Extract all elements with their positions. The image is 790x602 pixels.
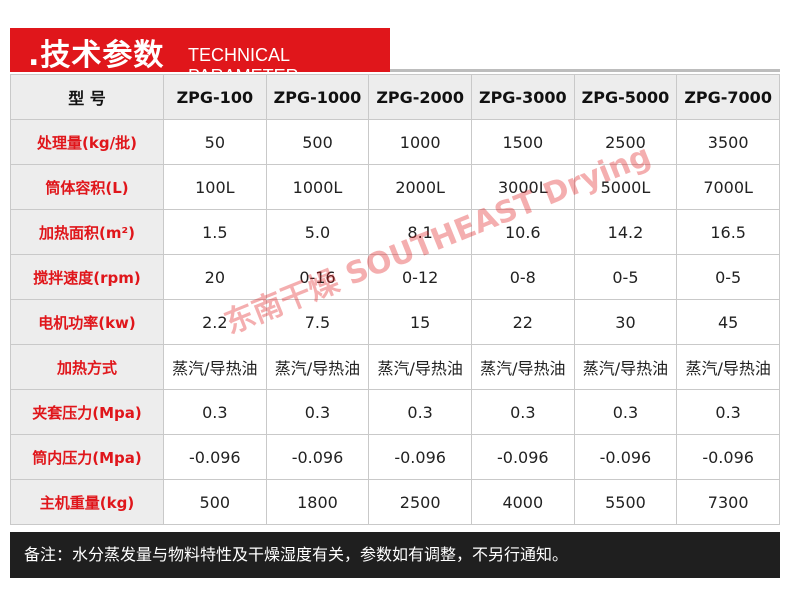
cell: 1000L: [265, 164, 370, 210]
table-row: 主机重量(kg) 500 1800 2500 4000 5500 7300: [10, 479, 780, 525]
cell: 蒸汽/导热油: [265, 344, 370, 390]
row-label: 搅拌速度(rpm): [10, 254, 164, 300]
note-bar: 备注：水分蒸发量与物料特性及干燥湿度有关，参数如有调整，不另行通知。: [10, 532, 780, 578]
cell: 7300: [676, 479, 780, 525]
cell: 蒸汽/导热油: [573, 344, 678, 390]
cell: 30: [573, 299, 678, 345]
cell: 2500: [368, 479, 472, 525]
cell: 5.0: [265, 209, 370, 255]
cell: 7.5: [265, 299, 370, 345]
cell: 3500: [676, 119, 780, 165]
cell: 1000: [368, 119, 472, 165]
cell: 0.3: [368, 389, 472, 435]
cell: 500: [163, 479, 267, 525]
cell: 1.5: [163, 209, 267, 255]
cell: 50: [163, 119, 267, 165]
title-banner: .技术参数 TECHNICAL PARAMETER: [10, 28, 390, 86]
cell: -0.096: [573, 434, 678, 480]
cell: 500: [265, 119, 370, 165]
column-header: ZPG-2000: [368, 74, 472, 120]
cell: 2000L: [368, 164, 472, 210]
table-row: 加热方式 蒸汽/导热油 蒸汽/导热油 蒸汽/导热油 蒸汽/导热油 蒸汽/导热油 蒸汽/导热油: [10, 344, 780, 390]
cell: 15: [368, 299, 472, 345]
spec-table: 型 号 ZPG-100 ZPG-1000 ZPG-2000 ZPG-3000 ZPG-50…: [10, 74, 780, 525]
cell: 2.2: [163, 299, 267, 345]
table-row: 筒体容积(L) 100L 1000L 2000L 3000L 5000L 7000L: [10, 164, 780, 210]
table-row: 夹套压力(Mpa) 0.3 0.3 0.3 0.3 0.3 0.3: [10, 389, 780, 435]
column-header: 型 号: [10, 74, 164, 120]
cell: 14.2: [573, 209, 678, 255]
column-header: ZPG-5000: [573, 74, 678, 120]
table-row: 处理量(kg/批) 50 500 1000 1500 2500 3500: [10, 119, 780, 165]
cell: 0.3: [573, 389, 678, 435]
row-label: 电机功率(kw): [10, 299, 164, 345]
cell: 0-12: [368, 254, 472, 300]
cell: 7000L: [676, 164, 780, 210]
cell: -0.096: [265, 434, 370, 480]
cell: -0.096: [368, 434, 472, 480]
cell: -0.096: [163, 434, 267, 480]
cell: 1500: [470, 119, 575, 165]
cell: 0-5: [676, 254, 780, 300]
row-label: 夹套压力(Mpa): [10, 389, 164, 435]
cell: 1800: [265, 479, 370, 525]
cell: 100L: [163, 164, 267, 210]
column-header: ZPG-100: [163, 74, 267, 120]
cell: 4000: [470, 479, 575, 525]
cell: 0-5: [573, 254, 678, 300]
cell: 5000L: [573, 164, 678, 210]
cell: 16.5: [676, 209, 780, 255]
cell: 蒸汽/导热油: [676, 344, 780, 390]
table-row: 电机功率(kw) 2.2 7.5 15 22 30 45: [10, 299, 780, 345]
cell: -0.096: [676, 434, 780, 480]
header-row: 型 号 ZPG-100 ZPG-1000 ZPG-2000 ZPG-3000 ZPG-50…: [10, 74, 780, 120]
cell: 2500: [573, 119, 678, 165]
cell: 20: [163, 254, 267, 300]
cell: 3000L: [470, 164, 575, 210]
cell: 5500: [573, 479, 678, 525]
row-label: 加热方式: [10, 344, 164, 390]
table-row: 筒内压力(Mpa) -0.096 -0.096 -0.096 -0.096 -0.096-…: [10, 434, 780, 480]
row-label: 加热面积(m²): [10, 209, 164, 255]
column-header: ZPG-7000: [676, 74, 780, 120]
cell: 0.3: [470, 389, 575, 435]
cell: 10.6: [470, 209, 575, 255]
cell: 蒸汽/导热油: [470, 344, 575, 390]
row-label: 筒内压力(Mpa): [10, 434, 164, 480]
title: .技术参数: [28, 38, 165, 73]
cell: 22: [470, 299, 575, 345]
cell: 45: [676, 299, 780, 345]
cell: 0-8: [470, 254, 575, 300]
table-row: 加热面积(m²) 1.5 5.0 8.1 10.6 14.2 16.5: [10, 209, 780, 255]
row-label: 处理量(kg/批): [10, 119, 164, 165]
row-label: 筒体容积(L): [10, 164, 164, 210]
table-row: 搅拌速度(rpm) 20 0-16 0-12 0-8 0-5 0-5: [10, 254, 780, 300]
cell: 蒸汽/导热油: [368, 344, 472, 390]
cell: 0.3: [265, 389, 370, 435]
column-header: ZPG-1000: [265, 74, 370, 120]
cell: 0-16: [265, 254, 370, 300]
header-rule: [390, 69, 780, 72]
cell: 0.3: [676, 389, 780, 435]
cell: 0.3: [163, 389, 267, 435]
row-label: 主机重量(kg): [10, 479, 164, 525]
note: 备注：水分蒸发量与物料特性及干燥湿度有关，参数如有调整，不另行通知。: [24, 545, 569, 564]
cell: -0.096: [470, 434, 575, 480]
cell: 8.1: [368, 209, 472, 255]
cell: 蒸汽/导热油: [163, 344, 267, 390]
column-header: ZPG-3000: [470, 74, 575, 120]
